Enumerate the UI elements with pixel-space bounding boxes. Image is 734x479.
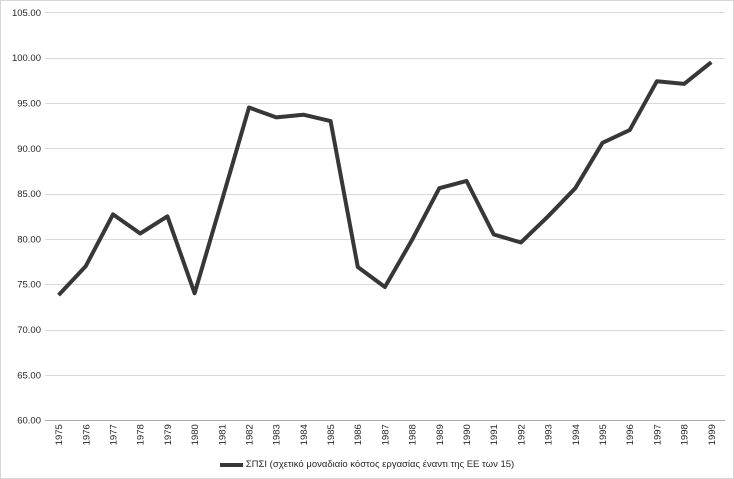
x-axis-tick-label: 1993 xyxy=(544,424,555,445)
x-axis-tick-label: 1980 xyxy=(190,424,201,445)
legend-line-marker xyxy=(219,463,243,467)
x-axis-tick-label: 1994 xyxy=(571,424,582,445)
x-axis-tick-label: 1996 xyxy=(625,424,636,445)
x-axis-tick-label: 1986 xyxy=(353,424,364,445)
x-axis-tick-label: 1990 xyxy=(462,424,473,445)
x-axis-tick-label: 1982 xyxy=(244,424,255,445)
x-axis-tick-label: 1976 xyxy=(81,424,92,445)
x-axis-tick-label: 1997 xyxy=(652,424,663,445)
x-axis-tick-label: 1989 xyxy=(435,424,446,445)
y-axis-tick-label: 90.00 xyxy=(17,144,41,155)
y-axis-tick-label: 60.00 xyxy=(17,416,41,427)
x-axis-tick-label: 1999 xyxy=(707,424,718,445)
x-axis-tick-label: 1975 xyxy=(54,424,65,445)
y-axis-tick-label: 70.00 xyxy=(17,325,41,336)
x-axis-tick-label: 1992 xyxy=(516,424,527,445)
x-axis-tick-label: 1988 xyxy=(408,424,419,445)
x-axis-tick-label: 1984 xyxy=(299,424,310,445)
y-axis-tick-label: 100.00 xyxy=(12,53,41,64)
x-axis-tick-label: 1979 xyxy=(163,424,174,445)
y-axis-tick-label: 75.00 xyxy=(17,280,41,291)
x-axis-tick-label: 1978 xyxy=(136,424,147,445)
x-axis-tick-label: 1983 xyxy=(272,424,283,445)
y-axis-tick-label: 85.00 xyxy=(17,189,41,200)
chart-legend: ΣΠΣΙ (σχετικό μοναδιαίο κόστος εργασίας … xyxy=(1,459,733,471)
y-axis-tick-label: 80.00 xyxy=(17,234,41,245)
data-series-line xyxy=(57,60,713,297)
x-axis-tick-label: 1995 xyxy=(598,424,609,445)
y-axis-tick-label: 65.00 xyxy=(17,370,41,381)
x-axis-tick-label: 1998 xyxy=(680,424,691,445)
y-axis-tick-label: 105.00 xyxy=(12,8,41,19)
x-axis-tick-label: 1985 xyxy=(326,424,337,445)
x-axis-tick-label: 1991 xyxy=(489,424,500,445)
y-axis-tick-label: 95.00 xyxy=(17,98,41,109)
x-axis-tick-label: 1977 xyxy=(108,424,119,445)
x-axis-tick-label: 1981 xyxy=(217,424,228,445)
legend-series-label: ΣΠΣΙ (σχετικό μοναδιαίο κόστος εργασίας … xyxy=(245,459,515,470)
x-axis-tick-label: 1987 xyxy=(380,424,391,445)
